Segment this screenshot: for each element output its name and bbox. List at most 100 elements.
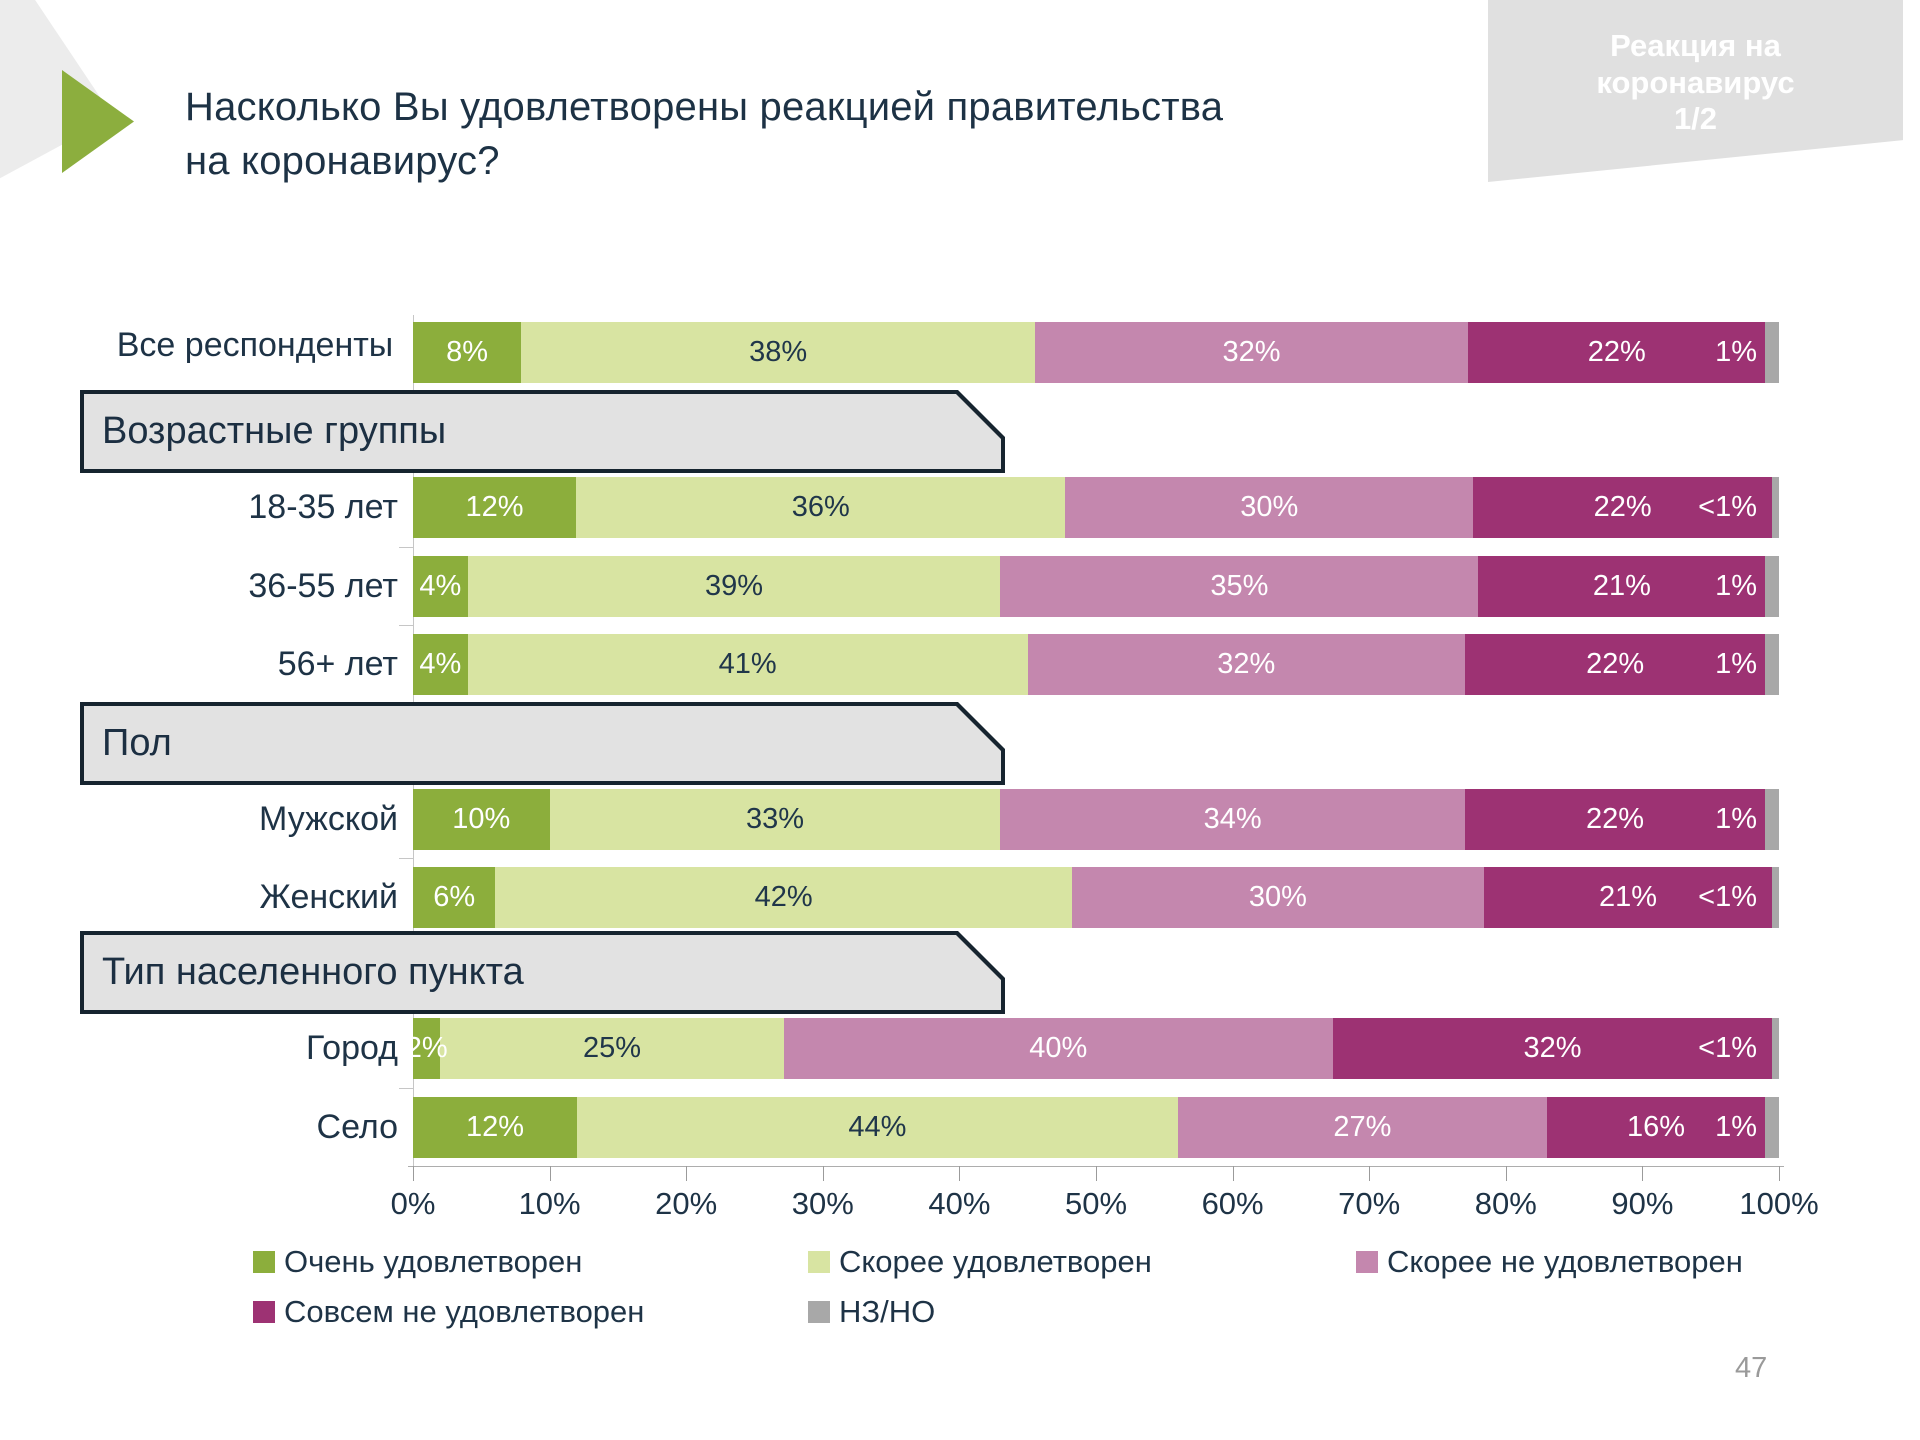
axis-tick	[1779, 1166, 1780, 1181]
segment-value-label: 22%	[1593, 491, 1652, 523]
segment-value-label: 41%	[718, 648, 777, 680]
segment-value-label: 2%	[405, 1032, 448, 1064]
bar-row: 12% 36% 30% 22% <1%	[413, 477, 1780, 538]
axis-tick-label: 30%	[791, 1186, 854, 1221]
legend-label: Скорее не удовлетворен	[1387, 1244, 1743, 1279]
bar-row: 6% 42% 30% 21% <1%	[413, 867, 1779, 928]
bar-segment: 32%	[1027, 634, 1465, 695]
legend-swatch	[253, 1301, 275, 1323]
legend-item: НЗ/НО	[808, 1294, 935, 1330]
segment-value-label: 22%	[1587, 336, 1646, 368]
legend-item: Скорее не удовлетворен	[1356, 1244, 1743, 1280]
segment-value-label: 35%	[1210, 570, 1269, 602]
category-label: 18-35 лет	[248, 488, 398, 526]
section-header-label: Тип населенного пункта	[102, 951, 524, 993]
segment-value-label: 4%	[419, 570, 462, 602]
bar-segment: 36%	[576, 477, 1066, 538]
legend-swatch	[808, 1301, 830, 1323]
bar-row: 4% 39% 35% 21% 1%	[413, 556, 1779, 617]
section-header-box: Возрастные группы	[80, 390, 1005, 473]
category-tick	[399, 1088, 413, 1089]
bar-segment: 8%	[413, 322, 522, 383]
bar-segment: 39%	[467, 556, 1001, 617]
bar-segment: 30%	[1065, 477, 1474, 538]
axis-tick-label: 50%	[1064, 1186, 1128, 1221]
section-header-box: Тип населенного пункта	[80, 931, 1005, 1014]
bar-segment: 44%	[576, 1097, 1178, 1158]
bar-segment: 4%	[413, 556, 468, 617]
bar-segment	[1765, 1097, 1779, 1158]
segment-value-label: 4%	[419, 648, 462, 680]
axis-tick	[1369, 1166, 1371, 1181]
segment-value-label: 27%	[1333, 1111, 1392, 1143]
bar-segment: 33%	[549, 789, 1001, 850]
segment-value-label: 12%	[465, 491, 524, 523]
bar-segment: 21%	[1483, 867, 1773, 928]
bar-segment: 6%	[413, 867, 496, 928]
axis-tick	[1642, 1166, 1644, 1181]
segment-value-label: 6%	[433, 881, 476, 913]
bar-segment	[1765, 556, 1779, 617]
category-label: Город	[306, 1029, 398, 1067]
bar-segment: 32%	[1332, 1018, 1773, 1079]
legend-swatch	[253, 1251, 275, 1273]
bar-segment: 27%	[1177, 1097, 1547, 1158]
segment-value-label: <1%	[1698, 881, 1757, 913]
segment-value-label: 1%	[1715, 1111, 1757, 1143]
badge-line-3: 1/2	[1673, 101, 1718, 137]
bar-segment: 12%	[413, 1097, 577, 1158]
axis-tick-label: 100%	[1739, 1186, 1819, 1221]
segment-value-label: 30%	[1240, 491, 1299, 523]
bar-segment	[1772, 867, 1779, 928]
segment-value-label: 12%	[465, 1111, 524, 1143]
axis-tick	[549, 1166, 551, 1181]
legend-label: НЗ/НО	[839, 1294, 936, 1329]
axis-tick-label: 90%	[1611, 1186, 1674, 1221]
page-number: 47	[1735, 1352, 1768, 1384]
legend-swatch	[808, 1251, 830, 1273]
segment-value-label: 8%	[446, 336, 489, 368]
axis-tick	[1096, 1166, 1097, 1181]
legend-item: Очень удовлетворен	[253, 1244, 582, 1280]
category-label: Мужской	[259, 800, 398, 838]
bar-segment	[1765, 789, 1779, 850]
bar-segment: 38%	[521, 322, 1036, 383]
segment-value-label: <1%	[1698, 1032, 1757, 1064]
segment-value-label: 32%	[1222, 336, 1281, 368]
segment-value-label: 22%	[1586, 648, 1645, 680]
segment-value-label: 33%	[745, 803, 804, 835]
segment-value-label: <1%	[1698, 491, 1757, 523]
bar-segment	[1765, 634, 1779, 695]
bar-row: 2% 25% 40% 32% <1%	[406, 1018, 1779, 1079]
axis-tick	[1232, 1166, 1234, 1181]
section-header-box-inner: Возрастные группы	[84, 394, 1001, 469]
legend-item: Совсем не удовлетворен	[253, 1294, 644, 1330]
category-label: Село	[316, 1108, 398, 1146]
segment-value-label: 42%	[754, 881, 813, 913]
bar-segment: 35%	[1000, 556, 1479, 617]
segment-value-label: 32%	[1523, 1032, 1582, 1064]
axis-tick-label: 80%	[1474, 1186, 1537, 1221]
bar-segment: 4%	[413, 634, 468, 695]
segment-value-label: 36%	[791, 491, 850, 523]
axis-tick-label: 70%	[1338, 1186, 1401, 1221]
bar-segment: 21%	[1478, 556, 1766, 617]
bar-segment	[1772, 477, 1780, 538]
bar-row: 8% 38% 32% 22% 1%	[413, 322, 1780, 383]
bar-segment: 30%	[1071, 867, 1484, 928]
segment-value-label: 16%	[1627, 1111, 1686, 1143]
axis-tick	[1505, 1166, 1507, 1181]
segment-value-label: 39%	[704, 570, 764, 602]
legend-label: Очень удовлетворен	[284, 1244, 583, 1279]
segment-value-label: 34%	[1203, 803, 1262, 835]
bar-segment: 22%	[1467, 322, 1766, 383]
bar-segment: 2%	[406, 1018, 448, 1079]
section-header-box-inner: Пол	[84, 706, 1001, 781]
axis-tick-label: 60%	[1201, 1186, 1264, 1221]
bar-segment: 10%	[413, 789, 550, 850]
bar-segment	[1765, 322, 1780, 383]
segment-value-label: 1%	[1715, 570, 1757, 602]
axis-tick-label: 20%	[655, 1186, 718, 1221]
bar-segment: 41%	[467, 634, 1028, 695]
bar-segment: 42%	[495, 867, 1072, 928]
